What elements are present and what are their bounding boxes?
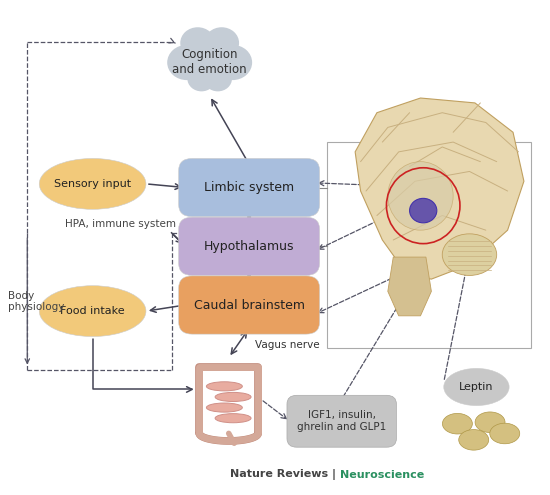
Ellipse shape: [388, 162, 453, 230]
Text: Limbic system: Limbic system: [204, 181, 294, 194]
Ellipse shape: [215, 393, 251, 401]
Text: IGF1, insulin,
ghrelin and GLP1: IGF1, insulin, ghrelin and GLP1: [297, 410, 386, 432]
Text: Nature Reviews |: Nature Reviews |: [230, 469, 340, 480]
Circle shape: [167, 45, 206, 80]
Ellipse shape: [459, 430, 489, 450]
Text: Food intake: Food intake: [60, 306, 125, 316]
FancyBboxPatch shape: [179, 158, 320, 217]
Circle shape: [180, 27, 215, 58]
Circle shape: [204, 27, 239, 58]
Ellipse shape: [442, 234, 497, 275]
FancyBboxPatch shape: [179, 276, 320, 334]
Text: Sensory input: Sensory input: [54, 179, 131, 189]
FancyBboxPatch shape: [287, 396, 397, 447]
Circle shape: [184, 33, 236, 80]
Polygon shape: [355, 98, 524, 279]
Polygon shape: [388, 257, 431, 316]
Text: Vagus nerve: Vagus nerve: [255, 341, 319, 350]
Circle shape: [188, 66, 216, 92]
Ellipse shape: [215, 414, 251, 423]
Ellipse shape: [442, 413, 472, 434]
Ellipse shape: [206, 403, 243, 412]
Text: Body
physiology: Body physiology: [8, 291, 64, 312]
Ellipse shape: [444, 368, 509, 405]
Text: Cognition
and emotion: Cognition and emotion: [172, 48, 247, 76]
Ellipse shape: [39, 158, 146, 209]
Ellipse shape: [206, 382, 243, 391]
Circle shape: [213, 45, 252, 80]
Ellipse shape: [490, 423, 520, 444]
Circle shape: [191, 54, 228, 88]
Ellipse shape: [39, 286, 146, 337]
Text: Caudal brainstem: Caudal brainstem: [194, 298, 305, 311]
Text: HPA, immune system: HPA, immune system: [65, 219, 177, 229]
Circle shape: [410, 198, 437, 223]
Circle shape: [204, 66, 232, 92]
Text: Leptin: Leptin: [459, 382, 494, 392]
FancyBboxPatch shape: [179, 217, 320, 275]
Text: Neuroscience: Neuroscience: [340, 470, 425, 480]
Ellipse shape: [475, 412, 505, 433]
Text: Hypothalamus: Hypothalamus: [204, 240, 294, 253]
